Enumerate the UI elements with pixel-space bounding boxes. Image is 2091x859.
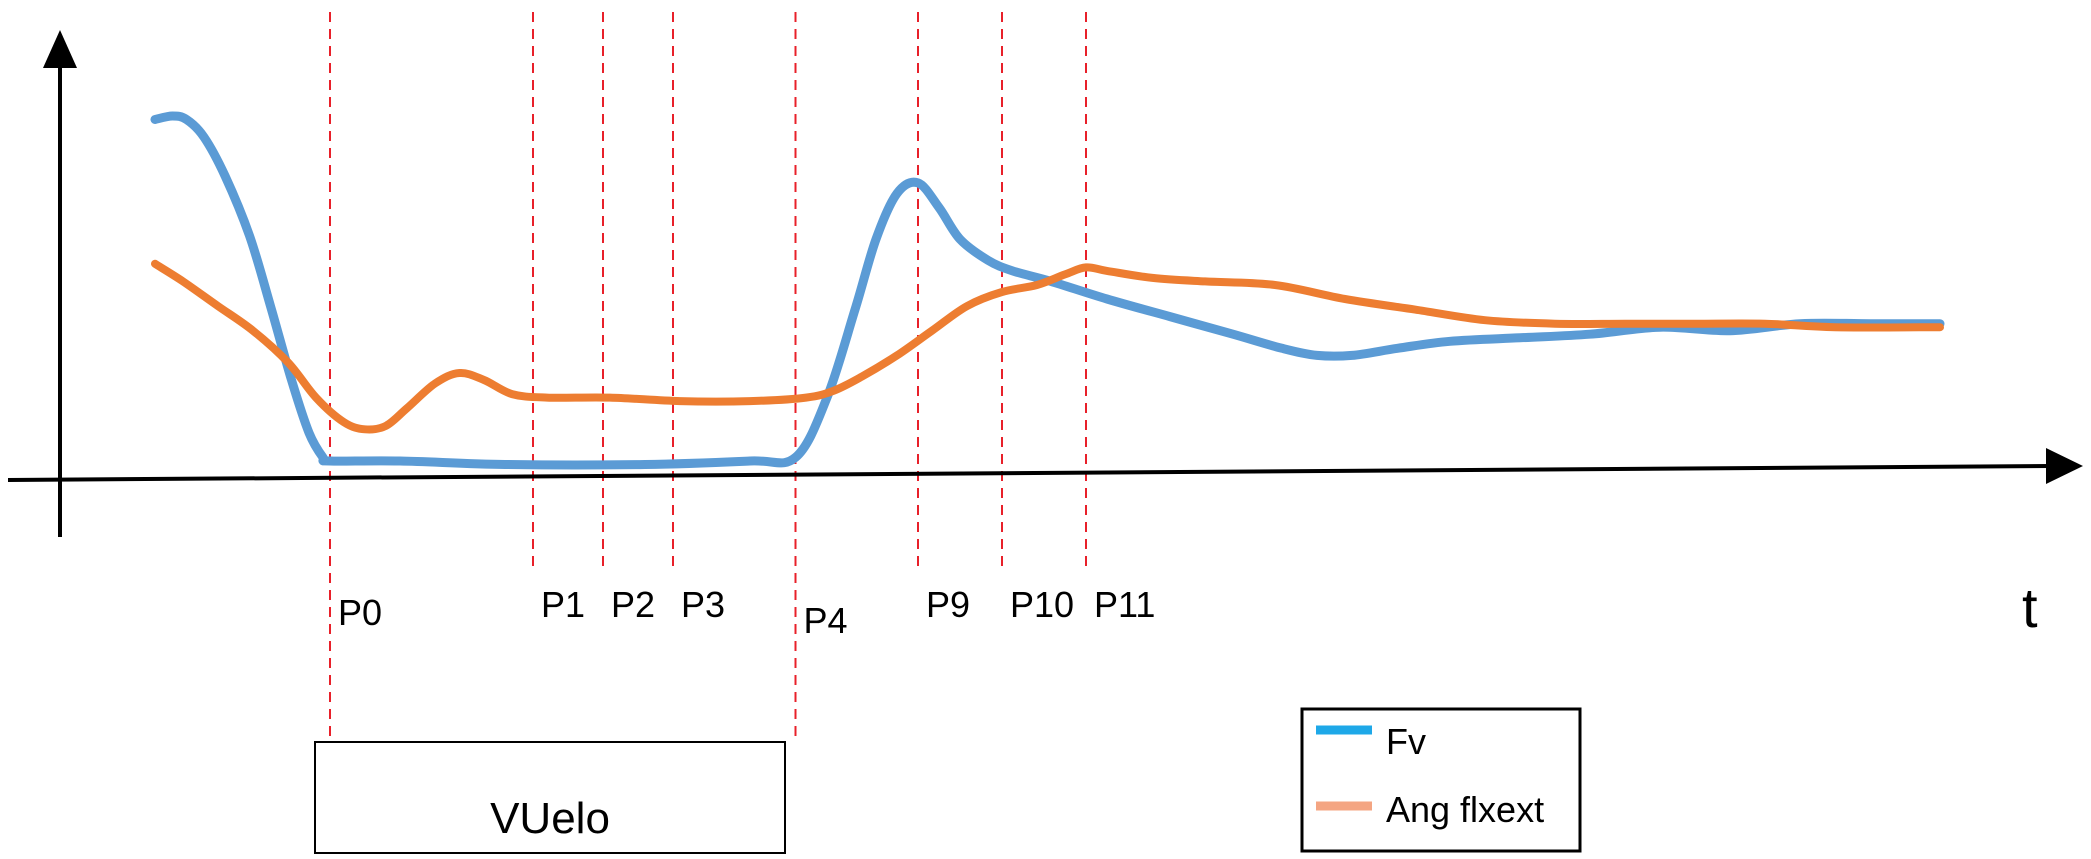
- x-axis: [7, 464, 2051, 482]
- x-axis-arrowhead: [2046, 448, 2083, 484]
- event-label-p4: P4: [804, 600, 848, 641]
- event-label-p9: P9: [926, 584, 970, 625]
- series-line-ang-flxext: [151, 259, 1944, 434]
- series-lines: [150, 111, 1945, 470]
- y-axis-arrowhead: [43, 30, 77, 68]
- x-axis-label: t: [2022, 576, 2038, 639]
- event-labels: P0 P1 P2 P3 P4 P9 P10 P11: [338, 584, 1155, 641]
- phase-box-label: VUelo: [490, 794, 610, 843]
- event-label-p1: P1: [541, 584, 585, 625]
- legend-label-fv: Fv: [1386, 721, 1426, 762]
- phase-box: VUelo: [314, 741, 786, 854]
- series-line-fv: [150, 111, 1945, 470]
- event-label-p0: P0: [338, 592, 382, 633]
- event-label-p10: P10: [1010, 584, 1074, 625]
- event-label-p3: P3: [681, 584, 725, 625]
- phase-box-frame: [314, 741, 786, 854]
- event-label-p11: P11: [1094, 584, 1155, 625]
- axes: t: [7, 30, 2083, 639]
- legend-label-ang-flxext: Ang flxext: [1386, 789, 1544, 830]
- legend: Fv Ang flxext: [1300, 707, 1582, 853]
- event-label-p2: P2: [611, 584, 655, 625]
